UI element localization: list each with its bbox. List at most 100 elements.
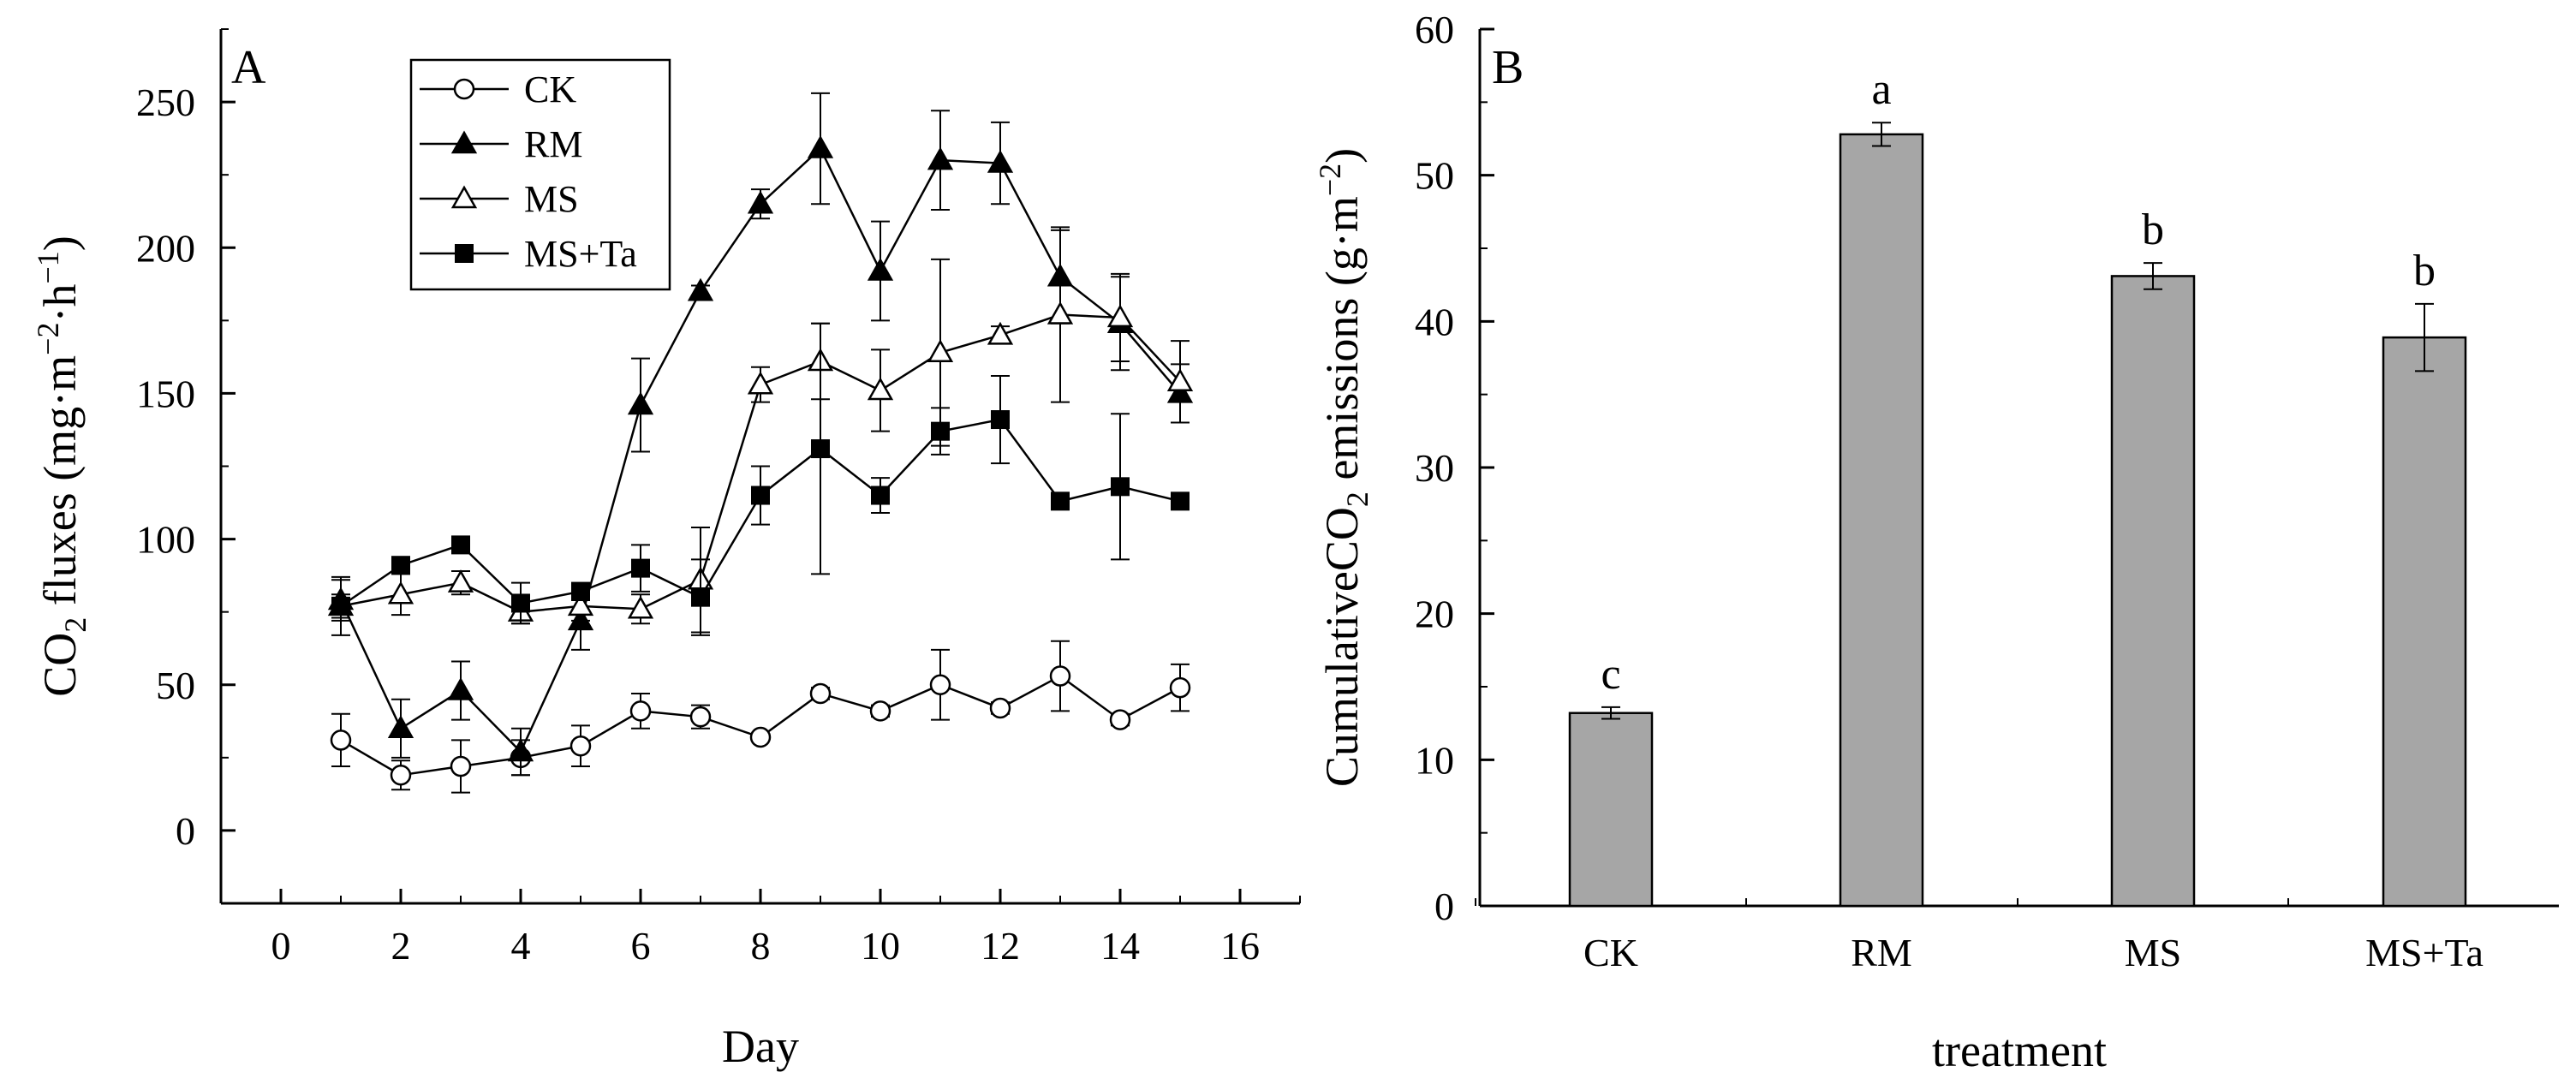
bar-ms <box>2110 275 2196 908</box>
data-point <box>927 339 954 363</box>
data-point <box>507 738 534 762</box>
data-point <box>567 593 594 616</box>
legend-marker <box>455 244 474 263</box>
data-point <box>1109 709 1131 730</box>
y-title-part: emissions (g·m <box>1316 196 1368 491</box>
x-tick-label: 2 <box>391 924 411 968</box>
data-point <box>747 190 774 214</box>
data-point <box>811 439 830 459</box>
y-title-part: CO <box>34 633 86 697</box>
data-point <box>927 146 954 170</box>
y-title-part: CumulativeCO <box>1316 507 1368 787</box>
y-tick-label: 20 <box>1415 593 1454 636</box>
data-point <box>331 596 350 616</box>
x-tick-label: 14 <box>1100 924 1140 968</box>
x-tick-label: 8 <box>751 924 771 968</box>
y-tick-label: 30 <box>1415 446 1454 490</box>
data-point <box>451 535 470 555</box>
x-tick-label: 12 <box>981 924 1020 968</box>
x-tick-label: 10 <box>861 924 900 968</box>
legend: CK RM MS MS+Ta <box>409 58 671 291</box>
data-point <box>1166 368 1194 392</box>
y-title-sup: −2 <box>31 323 65 355</box>
data-point <box>871 485 890 505</box>
y-tick-label: 50 <box>1415 154 1454 198</box>
data-point <box>1049 665 1071 687</box>
data-point <box>387 581 414 605</box>
data-point <box>1169 676 1191 699</box>
x-tick-label: 0 <box>271 924 291 968</box>
data-point <box>569 735 592 757</box>
x-axis-title: Day <box>722 1021 799 1072</box>
y-tick-label: 150 <box>136 372 195 415</box>
y-tick-label: 250 <box>136 80 195 124</box>
legend-marker <box>450 185 478 209</box>
panel-label-a: A <box>231 41 266 94</box>
legend-label: RM <box>524 123 582 165</box>
panel-a-line-chart: 0 50 100 150 200 250 0 2 4 6 8 10 12 14 16 A Day CO2 flux… <box>31 28 1301 1072</box>
y-axis-title: CO2 fluxes (mg·m−2·h−1) <box>31 235 92 697</box>
y-title-part: ) <box>1316 148 1368 164</box>
panel-label-b: B <box>1492 41 1524 94</box>
data-point <box>867 377 894 401</box>
x-tick-label: MS+Ta <box>2365 931 2484 974</box>
series-ms-ta <box>331 322 1190 636</box>
data-point <box>749 726 772 748</box>
y-title-sup: −2 <box>1313 164 1347 196</box>
data-point <box>689 706 712 728</box>
data-point <box>1106 304 1134 328</box>
data-point <box>987 321 1014 345</box>
data-point <box>629 700 652 722</box>
data-point <box>571 581 590 601</box>
data-point <box>747 371 774 395</box>
y-tick-label: 0 <box>1434 885 1454 928</box>
x-tick-label: 6 <box>631 924 651 968</box>
legend-label: MS+Ta <box>524 233 637 275</box>
x-tick-label: 16 <box>1220 924 1260 968</box>
series-line <box>340 313 1181 613</box>
y-title-sub: 2 <box>1340 491 1374 507</box>
data-point <box>330 730 352 751</box>
data-point <box>931 421 950 441</box>
data-point <box>751 485 770 505</box>
data-point <box>390 765 412 786</box>
y-axis-title: CumulativeCO2 emissions (g·m−2) <box>1313 148 1374 787</box>
significance-letter: c <box>1601 650 1620 699</box>
data-point <box>991 410 1010 430</box>
y-tick-label: 200 <box>136 226 195 270</box>
data-point <box>627 595 654 619</box>
data-point <box>447 677 474 700</box>
significance-letter: b <box>2413 247 2436 295</box>
legend-label: CK <box>524 68 576 110</box>
data-point <box>807 134 834 158</box>
y-tick-label: 60 <box>1415 8 1454 51</box>
significance-letter: a <box>1871 65 1891 114</box>
data-point <box>929 674 951 695</box>
y-tick-label: 0 <box>176 809 195 853</box>
y-title-part: ·h <box>34 284 86 323</box>
y-title-sup: −1 <box>31 251 65 283</box>
data-point <box>687 277 714 301</box>
data-point <box>447 569 474 593</box>
bar-rm <box>1839 133 1924 908</box>
bar-ms-ta <box>2382 336 2467 908</box>
y-tick-label: 100 <box>136 518 195 562</box>
data-point <box>987 150 1014 173</box>
data-point <box>1171 491 1190 511</box>
legend-box <box>409 58 671 291</box>
series-ck <box>330 640 1191 794</box>
y-tick-label: 50 <box>156 664 195 707</box>
x-tick-label: CK <box>1583 931 1638 974</box>
data-point <box>989 697 1011 719</box>
data-point <box>1046 301 1074 325</box>
data-point <box>631 558 650 578</box>
data-point <box>387 715 414 739</box>
data-point <box>867 257 894 281</box>
y-tick-label: 10 <box>1415 738 1454 782</box>
x-tick-label: 4 <box>511 924 531 968</box>
data-point <box>391 556 410 575</box>
y-title-part: fluxes (mg·m <box>34 355 86 617</box>
data-point <box>691 587 710 607</box>
